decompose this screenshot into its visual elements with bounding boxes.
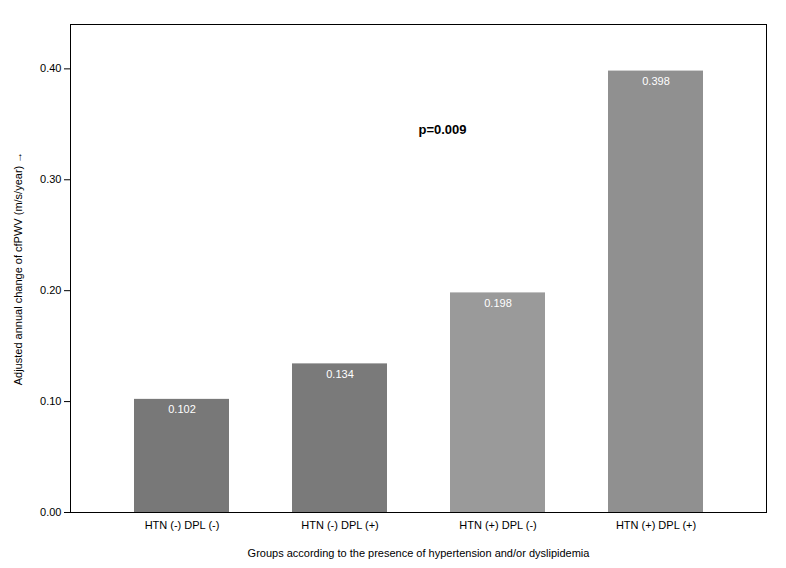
svg-text:HTN (-) DPL (-): HTN (-) DPL (-) [145, 519, 220, 531]
svg-text:0.198: 0.198 [484, 297, 512, 309]
svg-text:HTN (+) DPL (-): HTN (+) DPL (-) [459, 519, 537, 531]
svg-text:HTN (+) DPL (+): HTN (+) DPL (+) [616, 519, 696, 531]
svg-text:0.20: 0.20 [40, 284, 61, 296]
svg-text:0.30: 0.30 [40, 173, 61, 185]
svg-text:Adjusted annual change of cfPW: Adjusted annual change of cfPWV (m/s/yea… [12, 152, 24, 386]
svg-text:0.00: 0.00 [40, 506, 61, 518]
svg-text:0.398: 0.398 [642, 75, 670, 87]
svg-text:0.102: 0.102 [168, 403, 196, 415]
svg-text:0.10: 0.10 [40, 395, 61, 407]
svg-text:Groups according to the presen: Groups according to the presence of hype… [248, 547, 591, 559]
svg-text:p=0.009: p=0.009 [419, 122, 467, 137]
svg-text:HTN (-) DPL (+): HTN (-) DPL (+) [301, 519, 379, 531]
svg-text:0.40: 0.40 [40, 62, 61, 74]
svg-text:0.134: 0.134 [326, 368, 354, 380]
